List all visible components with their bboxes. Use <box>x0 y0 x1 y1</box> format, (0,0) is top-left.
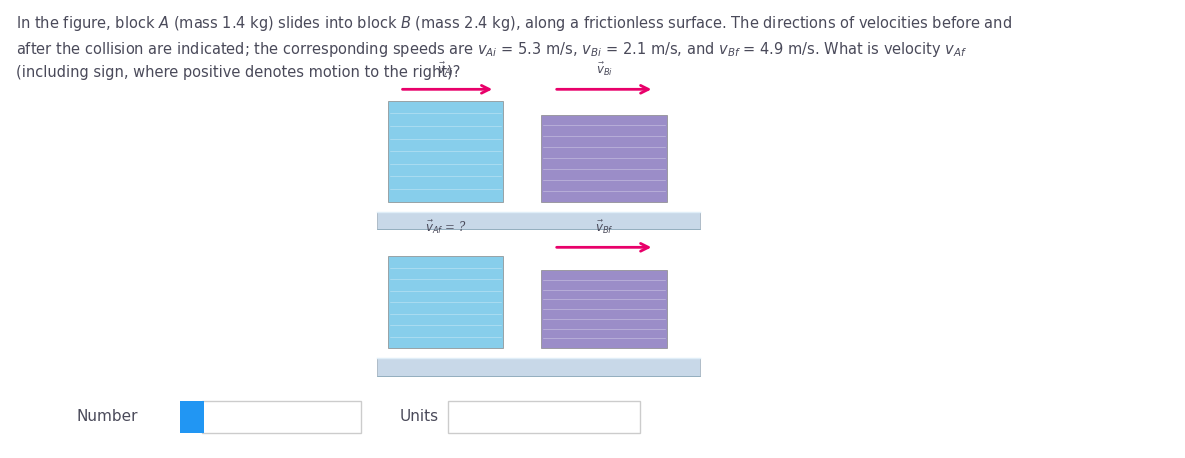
Bar <box>448 401 640 433</box>
Bar <box>180 401 205 433</box>
Bar <box>389 101 502 202</box>
Text: In the figure, block $A$ (mass 1.4 kg) slides into block $B$ (mass 2.4 kg), alon: In the figure, block $A$ (mass 1.4 kg) s… <box>17 14 1012 80</box>
Text: i: i <box>190 410 194 424</box>
Text: Number: Number <box>77 409 137 424</box>
Bar <box>542 114 667 202</box>
Bar <box>389 256 502 348</box>
Text: $\vec{v}_{Bf}$: $\vec{v}_{Bf}$ <box>595 219 614 236</box>
Bar <box>377 358 700 376</box>
Bar <box>377 212 700 229</box>
Bar <box>203 401 361 433</box>
Text: Units: Units <box>399 409 438 424</box>
Text: $\vec{v}_{Ai}$: $\vec{v}_{Ai}$ <box>437 61 454 78</box>
Text: ∨: ∨ <box>628 410 636 423</box>
Text: $\vec{v}_{Bi}$: $\vec{v}_{Bi}$ <box>596 61 613 78</box>
Bar <box>542 270 667 348</box>
Text: $\vec{v}_{Af}$ = ?: $\vec{v}_{Af}$ = ? <box>424 219 467 236</box>
